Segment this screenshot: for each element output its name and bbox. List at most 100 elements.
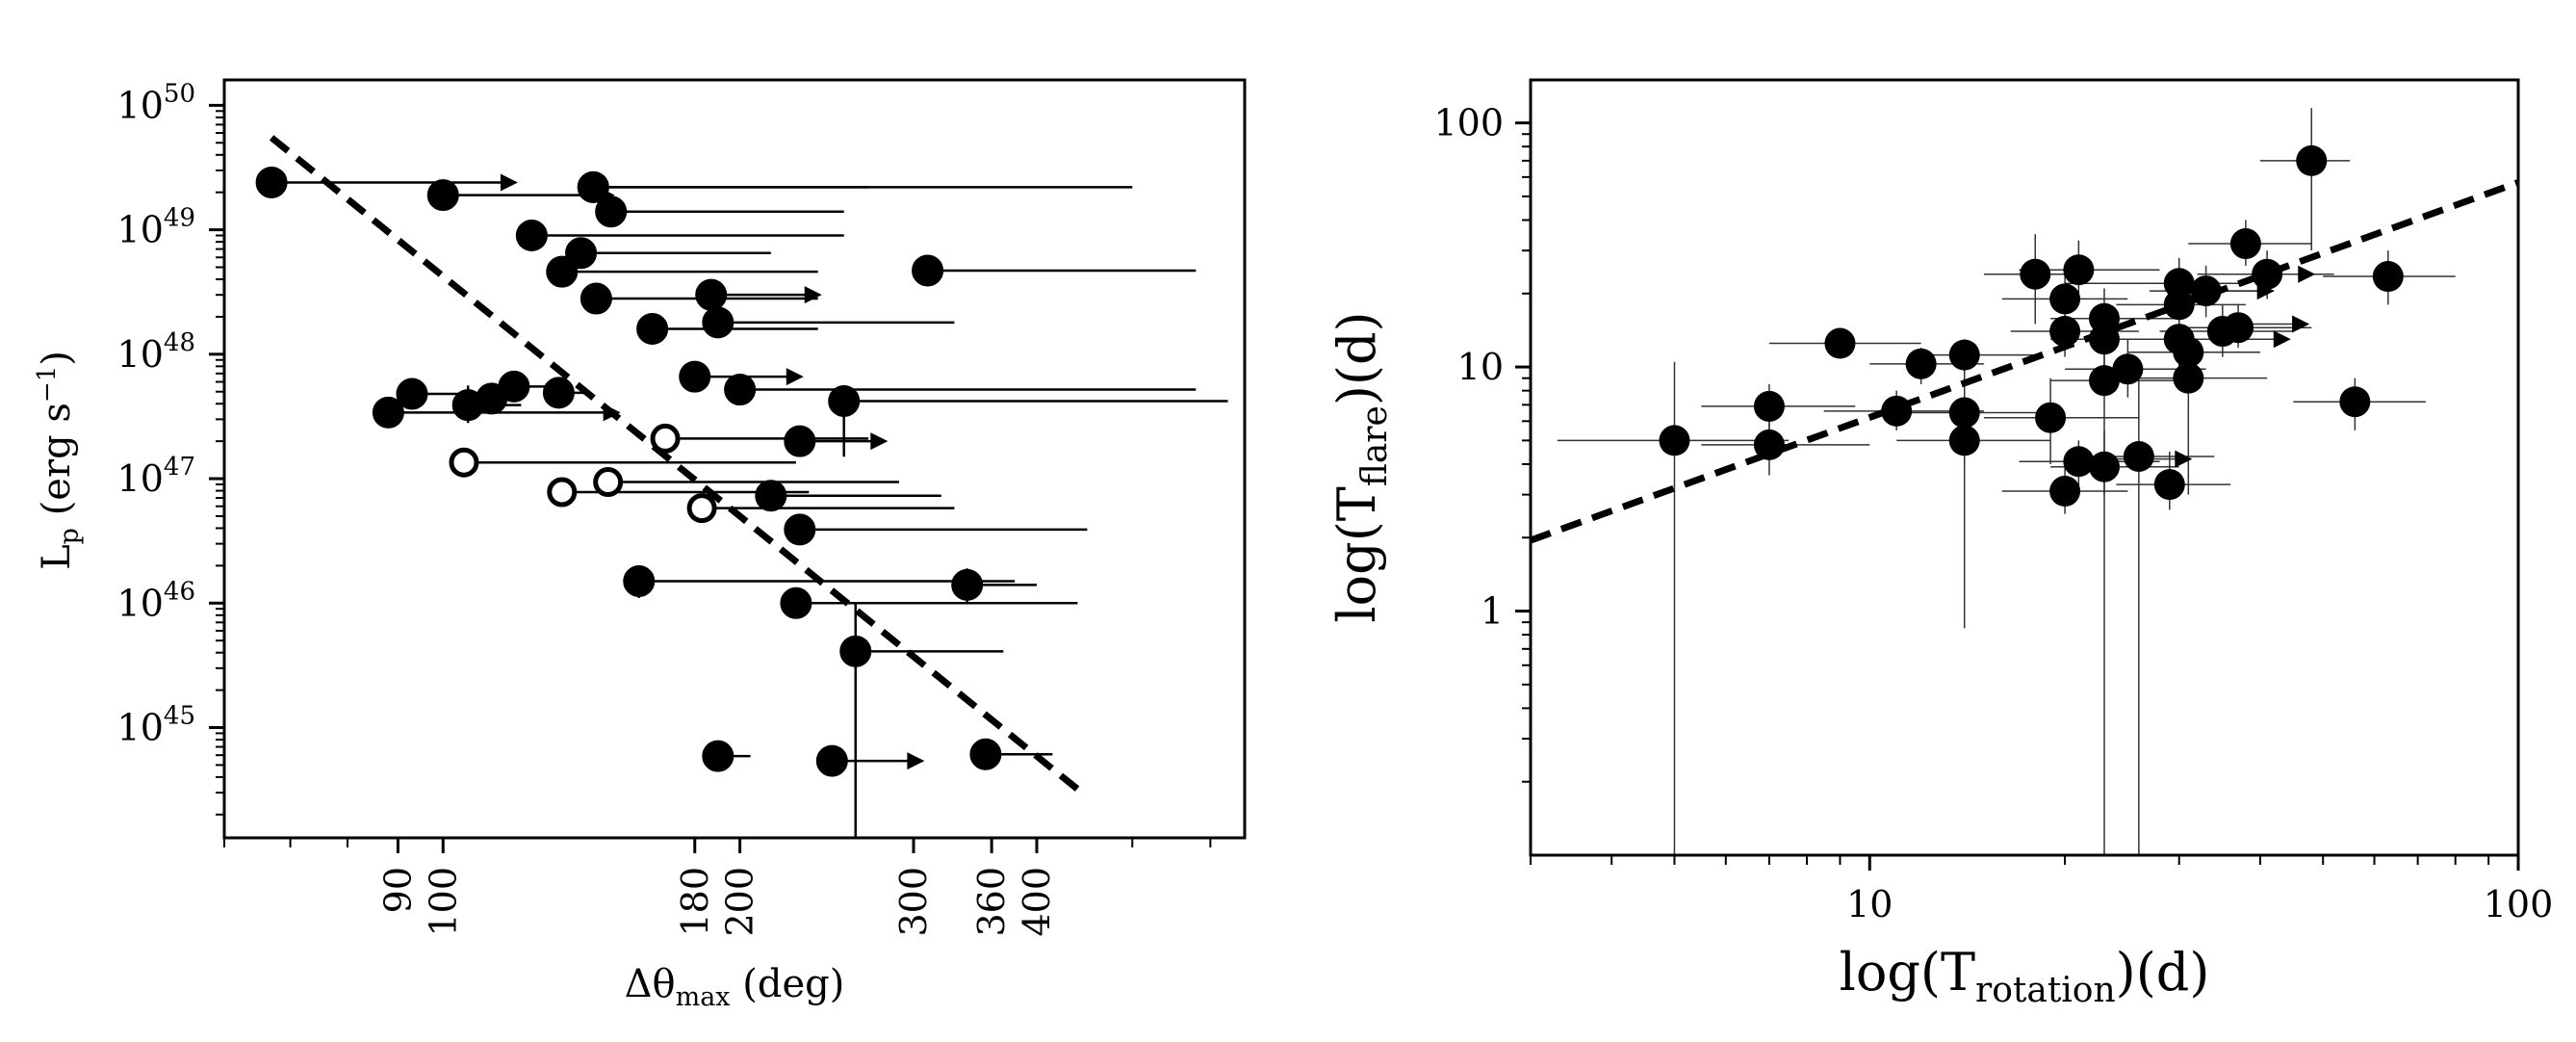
right-filled-marker (1659, 425, 1690, 456)
left-filled-marker (951, 568, 984, 601)
left-x-tick-label: 100 (422, 867, 464, 937)
left-plot-frame (222, 78, 1247, 840)
right-filled-marker (2296, 144, 2328, 176)
right-limit-arrow (2273, 330, 2291, 349)
right-filled-marker (1948, 397, 1980, 429)
left-filled-marker (784, 513, 816, 546)
right-filled-marker (2020, 258, 2051, 290)
right-panel: 10 100 1 10 100 log(Trotation)(d) log(Tflar… (1327, 78, 2554, 1010)
right-filled-marker (2049, 476, 2081, 508)
right-y-tick-label: 1 (1481, 590, 1504, 633)
left-filled-marker (755, 480, 787, 512)
right-x-axis-label: log(Trotation)(d) (1840, 942, 2210, 1010)
left-filled-marker (784, 425, 816, 457)
left-filled-marker (695, 278, 728, 311)
left-y-tick-label: 1049 (117, 204, 195, 251)
left-open-marker (593, 467, 624, 498)
right-filled-marker (2153, 469, 2185, 501)
right-filled-marker (2163, 289, 2195, 321)
right-filled-marker (2123, 440, 2154, 472)
right-filled-marker (2049, 283, 2081, 315)
left-x-axis-label: Δθmax (deg) (625, 962, 845, 1012)
left-panel: 90 100 180 200 300 360 400 1045 1046 1047 1048 104… (33, 78, 1247, 1012)
right-x-ticks: 10 100 (1530, 855, 2554, 925)
left-y-tick-label: 1047 (117, 453, 195, 500)
left-y-tick-label: 1045 (117, 701, 195, 748)
left-open-marker (686, 493, 717, 524)
right-fit-line (1529, 179, 2520, 544)
right-filled-marker (1948, 425, 1980, 456)
left-filled-marker (636, 312, 669, 345)
left-open-marker (547, 477, 578, 508)
right-filled-marker (1824, 327, 1856, 359)
right-limit-arrow (2292, 315, 2310, 333)
left-filled-marker (546, 255, 579, 288)
left-filled-marker (815, 744, 848, 777)
right-filled-marker (2372, 261, 2404, 293)
right-filled-marker (2223, 312, 2254, 344)
left-filled-marker (595, 195, 628, 228)
right-filled-marker (2049, 316, 2081, 348)
left-x-tick-label: 180 (674, 867, 716, 937)
left-x-tick-label: 300 (892, 867, 935, 937)
left-x-tick-label: 360 (970, 867, 1013, 937)
right-filled-marker (2252, 258, 2283, 290)
left-limit-arrow (907, 752, 925, 770)
left-filled-marker (515, 220, 548, 252)
left-limit-arrow (500, 173, 518, 192)
left-x-ticks: 90 100 180 200 300 360 400 (223, 838, 1212, 937)
left-limit-arrow (804, 286, 822, 304)
left-fit-line (269, 135, 1080, 793)
right-filled-marker (2112, 353, 2144, 385)
left-filled-marker (580, 282, 612, 315)
left-filled-marker (702, 740, 734, 772)
right-x-tick-label: 100 (2484, 883, 2554, 925)
left-filled-marker (498, 370, 530, 403)
left-y-tick-label: 1046 (117, 577, 195, 624)
right-filled-marker (2173, 362, 2204, 394)
right-filled-marker (2339, 386, 2371, 418)
left-y-tick-label: 1048 (117, 328, 195, 376)
left-x-tick-label: 90 (376, 867, 419, 913)
right-filled-marker (1905, 348, 1937, 379)
left-limit-arrow (786, 368, 804, 386)
left-filled-marker (679, 360, 711, 393)
left-limit-arrow (870, 432, 889, 451)
right-filled-marker (1753, 429, 1785, 460)
left-markers (255, 166, 1002, 777)
right-filled-marker (2088, 324, 2120, 355)
left-filled-marker (969, 738, 1002, 770)
right-filled-marker (2088, 451, 2120, 482)
left-open-marker (449, 447, 479, 478)
right-limit-arrow (2298, 265, 2316, 283)
right-y-tick-label: 100 (1433, 102, 1504, 144)
right-y-axis-label: log(Tflare)(d) (1327, 311, 1395, 622)
left-filled-marker (828, 385, 861, 418)
left-x-tick-label: 400 (1016, 867, 1058, 937)
left-y-axis-label: Lp (erg s−1) (33, 351, 85, 570)
left-y-ticks: 1045 1046 1047 1048 1049 1050 (117, 79, 224, 816)
right-y-ticks: 1 10 100 (1433, 102, 1531, 783)
right-filled-marker (1753, 390, 1785, 422)
right-filled-marker (1881, 395, 1913, 427)
left-x-tick-label: 200 (719, 867, 761, 937)
right-filled-marker (1948, 339, 1980, 371)
right-y-tick-label: 10 (1457, 346, 1504, 388)
right-filled-marker (2229, 228, 2261, 260)
left-filled-marker (839, 635, 872, 667)
left-filled-marker (577, 170, 609, 203)
left-error-bars (271, 173, 1228, 838)
left-filled-marker (372, 396, 404, 429)
right-filled-marker (2035, 402, 2067, 433)
left-filled-marker (623, 565, 656, 598)
left-filled-marker (780, 586, 812, 619)
left-filled-marker (542, 377, 575, 409)
right-x-tick-label: 10 (1846, 883, 1893, 925)
right-filled-marker (2063, 446, 2095, 478)
right-filled-marker (2173, 336, 2204, 368)
right-filled-marker (2088, 365, 2120, 397)
left-filled-marker (702, 306, 734, 339)
left-filled-marker (255, 166, 288, 198)
left-filled-marker (724, 374, 757, 406)
